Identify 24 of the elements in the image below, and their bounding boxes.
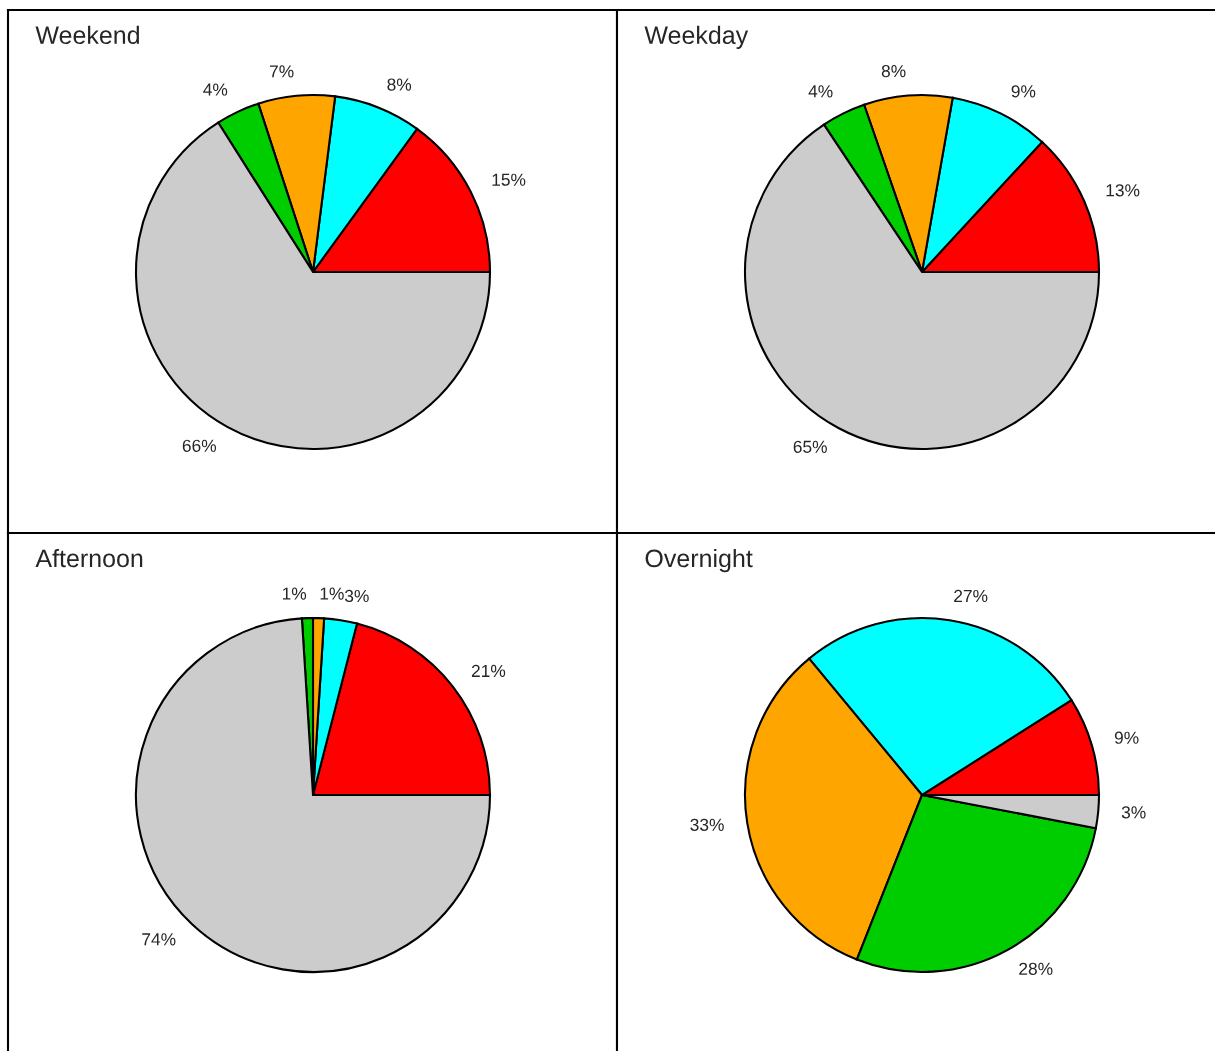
data-label: 9% [1011, 85, 1036, 98]
data-label: 1% [282, 587, 307, 600]
data-label: 15% [492, 173, 526, 186]
data-label: 8% [881, 64, 906, 78]
chart-title: Afternoon [35, 548, 143, 568]
chart-title: Weekday [644, 25, 749, 49]
data-label: 7% [269, 65, 294, 78]
data-label: 1% [320, 587, 344, 600]
data-label: 3% [344, 589, 369, 603]
data-label: 4% [808, 85, 833, 98]
chart-title: Overnight [645, 548, 753, 573]
data-label: 3% [1121, 806, 1146, 819]
data-label: 4% [203, 83, 228, 96]
data-label: 27% [954, 589, 988, 603]
data-label: 13% [1106, 184, 1140, 197]
chart-title: Weekend [35, 25, 139, 45]
data-label: 74% [142, 933, 176, 946]
data-label: 33% [690, 818, 724, 831]
data-label: 9% [1114, 731, 1139, 744]
data-label: 66% [182, 439, 217, 452]
data-label: 21% [471, 664, 506, 678]
data-label: 28% [1019, 962, 1053, 975]
data-label: 8% [387, 78, 412, 91]
data-label: 65% [793, 440, 827, 453]
